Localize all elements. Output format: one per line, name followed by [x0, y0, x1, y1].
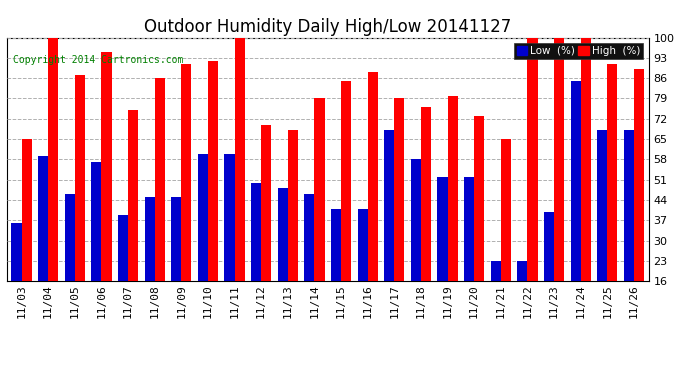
Bar	[368, 72, 378, 281]
Bar	[171, 197, 181, 281]
Bar	[65, 194, 75, 281]
Bar	[91, 162, 101, 281]
Bar	[581, 38, 591, 281]
Bar	[421, 107, 431, 281]
Bar	[101, 52, 112, 281]
Bar	[491, 261, 501, 281]
Bar	[331, 209, 341, 281]
Bar	[21, 139, 32, 281]
Bar	[464, 177, 474, 281]
Bar	[48, 38, 58, 281]
Bar	[474, 116, 484, 281]
Bar	[155, 78, 165, 281]
Legend: Low  (%), High  (%): Low (%), High (%)	[513, 43, 643, 59]
Bar	[501, 139, 511, 281]
Bar	[357, 209, 368, 281]
Bar	[598, 130, 607, 281]
Bar	[208, 61, 218, 281]
Bar	[251, 183, 262, 281]
Bar	[315, 99, 324, 281]
Bar	[384, 130, 394, 281]
Bar	[394, 99, 404, 281]
Bar	[624, 130, 634, 281]
Bar	[12, 223, 21, 281]
Bar	[75, 75, 85, 281]
Bar	[277, 188, 288, 281]
Bar	[38, 156, 48, 281]
Bar	[554, 38, 564, 281]
Bar	[235, 38, 245, 281]
Bar	[198, 154, 208, 281]
Bar	[224, 154, 235, 281]
Title: Outdoor Humidity Daily High/Low 20141127: Outdoor Humidity Daily High/Low 20141127	[144, 18, 511, 36]
Bar	[304, 194, 315, 281]
Bar	[607, 64, 618, 281]
Bar	[262, 124, 271, 281]
Bar	[181, 64, 191, 281]
Bar	[118, 214, 128, 281]
Bar	[518, 261, 527, 281]
Bar	[544, 211, 554, 281]
Bar	[411, 159, 421, 281]
Bar	[128, 110, 138, 281]
Bar	[437, 177, 448, 281]
Bar	[571, 81, 581, 281]
Bar	[145, 197, 155, 281]
Bar	[448, 96, 457, 281]
Bar	[527, 38, 538, 281]
Bar	[341, 81, 351, 281]
Bar	[634, 69, 644, 281]
Text: Copyright 2014 Cartronics.com: Copyright 2014 Cartronics.com	[13, 55, 184, 64]
Bar	[288, 130, 298, 281]
